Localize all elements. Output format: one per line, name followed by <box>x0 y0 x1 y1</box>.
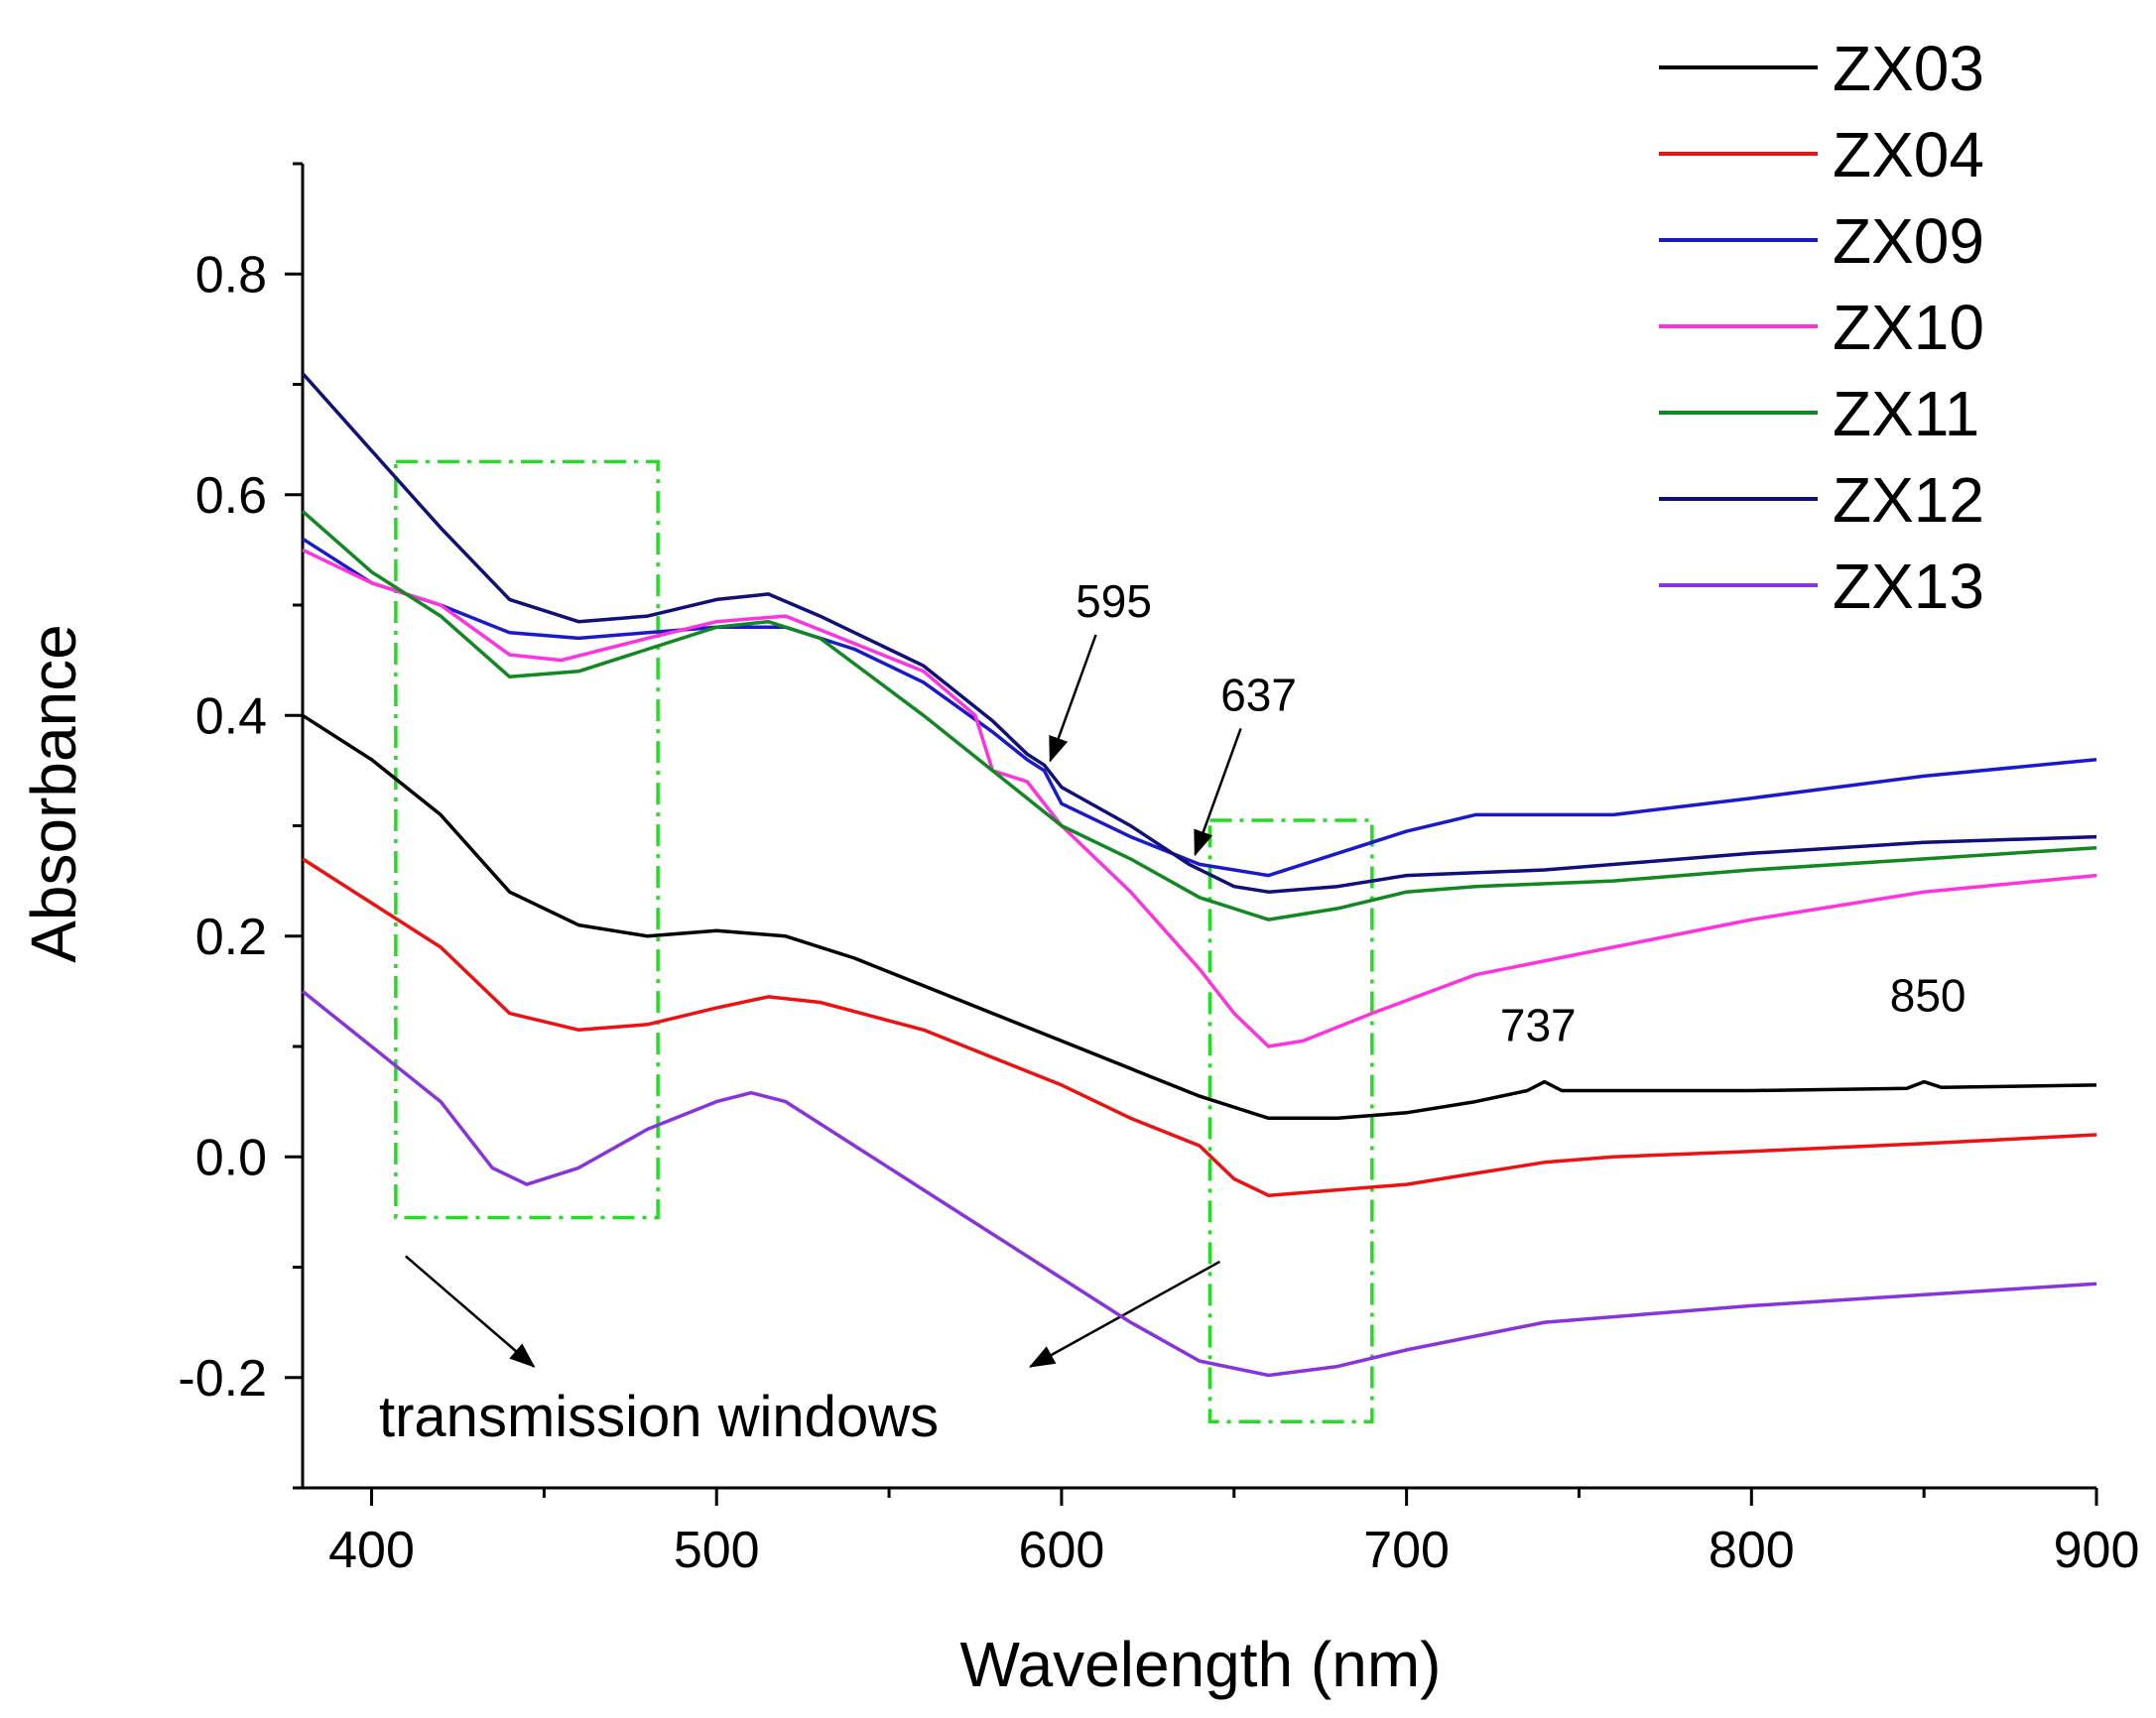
x-tick-label: 500 <box>674 1522 760 1579</box>
series-line-zx10 <box>302 548 2097 1048</box>
series-line-zx04 <box>302 857 2097 1197</box>
window-arrow-left <box>405 1255 536 1368</box>
annotations-layer: 595 637 737 850 <box>1049 575 1966 1050</box>
series-line-zx03 <box>302 713 2097 1121</box>
transmission-window-box <box>394 459 660 1220</box>
legend-label-zx10: ZX10 <box>1833 292 1984 363</box>
legend-label-zx12: ZX12 <box>1833 464 1984 536</box>
y-tick-label: -0.2 <box>178 1350 267 1408</box>
legend: ZX03 ZX04 ZX09 ZX10 ZX11 ZX12 ZX13 <box>1659 33 1984 622</box>
transmission-window-box <box>1207 818 1374 1423</box>
x-axis-title: Wavelength (nm) <box>960 1629 1442 1700</box>
transmission-windows-label: transmission windows <box>379 1385 939 1449</box>
series-line-zx09 <box>302 537 2097 878</box>
peak-label: 637 <box>1220 669 1297 720</box>
transmission-windows <box>394 459 1374 1423</box>
series-line-zx12 <box>301 372 2097 894</box>
x-tick-label: 800 <box>1709 1522 1795 1579</box>
legend-label-zx09: ZX09 <box>1833 205 1984 277</box>
y-tick-label: 0.0 <box>195 1129 267 1186</box>
peak-arrow <box>1049 634 1097 763</box>
legend-label-zx03: ZX03 <box>1833 33 1984 104</box>
axes-layer: 400 500 600 700 800 900 -0.2 0.0 0.2 0.4 0.6 0.8 <box>178 162 2140 1579</box>
x-tick-label: 600 <box>1019 1522 1105 1579</box>
peak-label: 737 <box>1500 999 1577 1050</box>
peak-label: 595 <box>1076 575 1152 627</box>
legend-label-zx04: ZX04 <box>1833 119 1984 190</box>
x-tick-label: 700 <box>1363 1522 1450 1579</box>
x-tick-label: 400 <box>328 1522 415 1579</box>
x-tick-label: 900 <box>2054 1522 2140 1579</box>
peak-label: 850 <box>1890 969 1966 1021</box>
peak-arrow <box>1194 728 1242 857</box>
y-tick-label: 0.4 <box>195 687 267 745</box>
legend-label-zx11: ZX11 <box>1833 378 1979 449</box>
y-tick-label: 0.6 <box>195 467 267 525</box>
legend-label-zx13: ZX13 <box>1833 551 1984 622</box>
y-tick-label: 0.8 <box>195 246 267 304</box>
series-line-zx13 <box>301 990 2097 1378</box>
series-line-zx11 <box>301 510 2097 921</box>
series-layer <box>301 372 2097 1378</box>
y-tick-label: 0.2 <box>195 909 267 966</box>
window-arrow-right <box>1028 1260 1221 1368</box>
y-axis-title: Absorbance <box>18 624 89 963</box>
